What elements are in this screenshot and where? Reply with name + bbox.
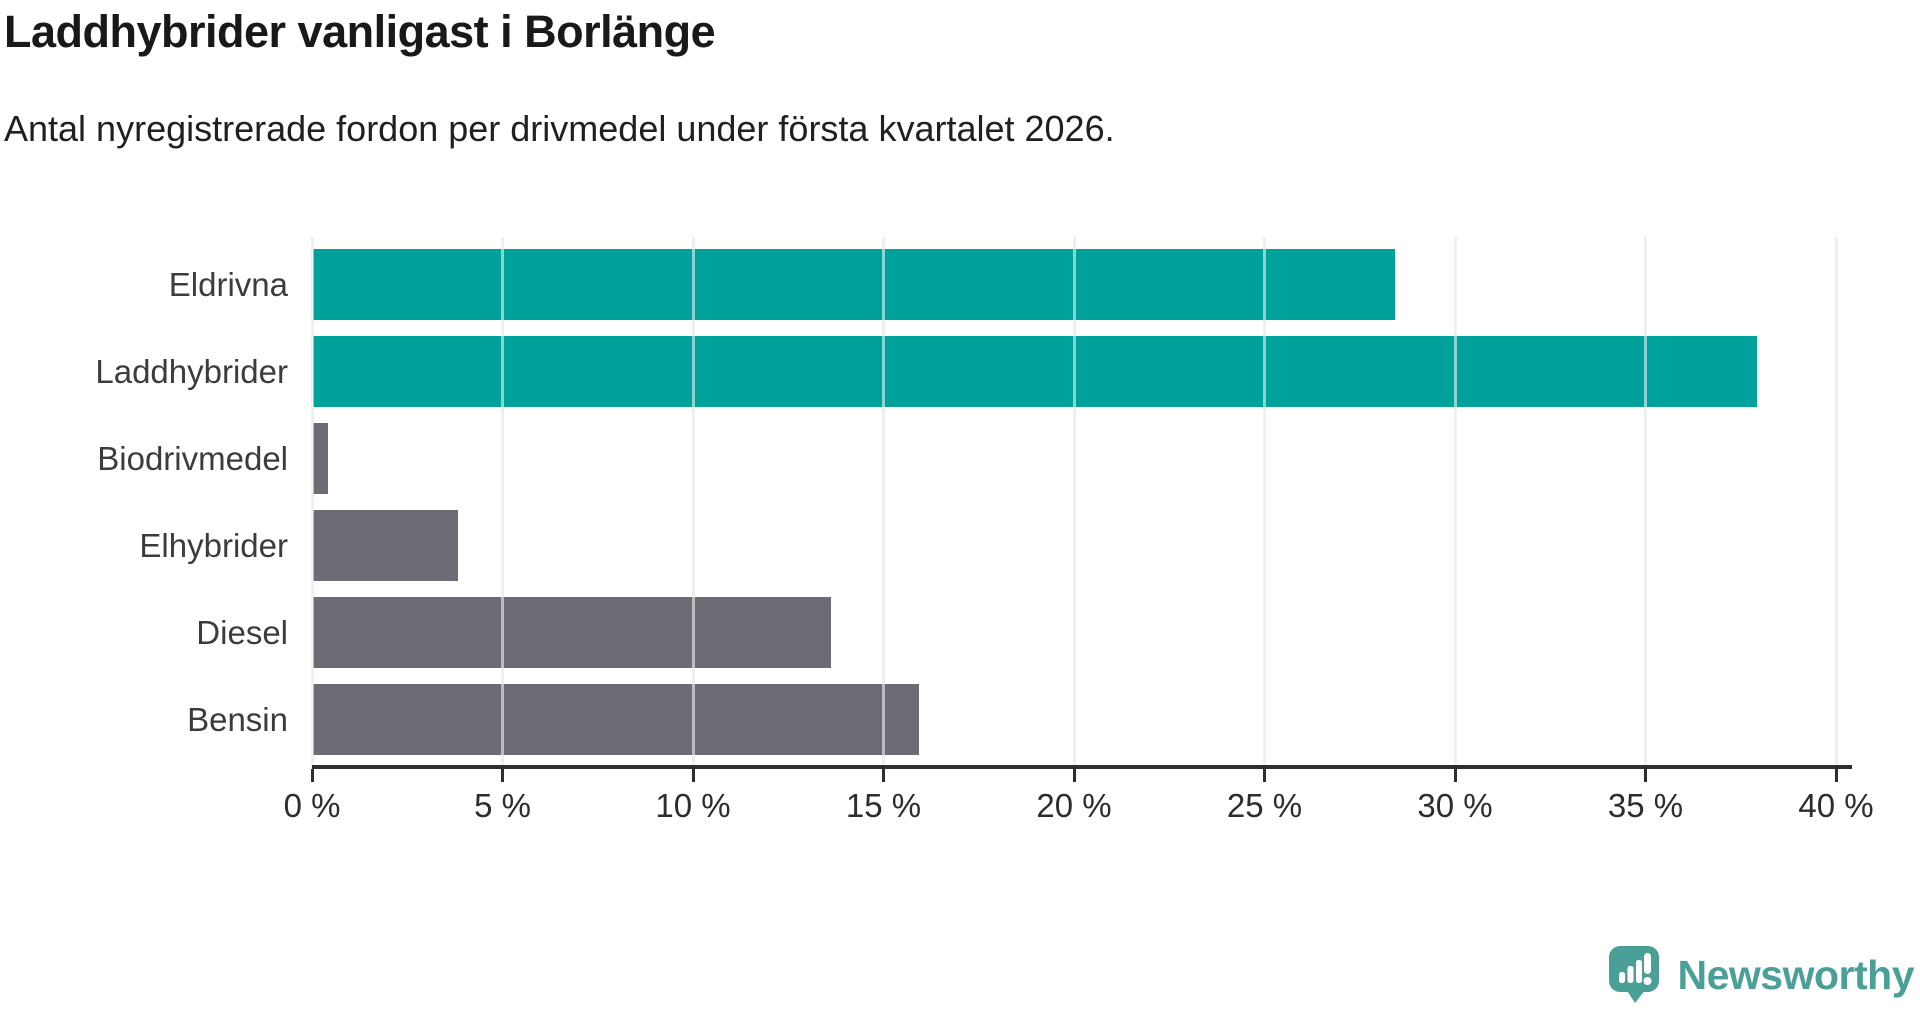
- category-label: Diesel: [196, 613, 288, 651]
- gridline-overlay: [882, 237, 885, 767]
- x-axis-tick: [1453, 769, 1457, 782]
- x-axis-tick: [882, 769, 885, 782]
- category-labels: Eldrivna Laddhybrider Biodrivmedel Elhybrid…: [0, 237, 288, 767]
- x-tick-label: 40 %: [1798, 787, 1874, 824]
- category-label: Elhybrider: [139, 526, 288, 564]
- gridline-overlay: [310, 237, 314, 767]
- x-tick-label: 20 %: [1036, 787, 1112, 824]
- category-label: Eldrivna: [168, 265, 288, 303]
- x-axis-tick: [691, 769, 695, 782]
- x-tick-label: 35 %: [1607, 787, 1684, 824]
- category-label: Laddhybrider: [95, 352, 288, 390]
- gridline-overlay: [1834, 237, 1838, 767]
- gridline-overlay: [501, 237, 504, 767]
- x-axis-tick: [1644, 769, 1647, 782]
- bar-biodrivmedel: [313, 423, 329, 494]
- brand-name: Newsworthy: [1677, 951, 1915, 998]
- x-axis-tick: [1834, 769, 1838, 782]
- newsworthy-logo-icon: [1608, 946, 1659, 1003]
- x-tick-label: 25 %: [1226, 787, 1303, 824]
- x-tick-label: 0 %: [283, 787, 341, 824]
- x-tick-label: 15 %: [845, 787, 922, 824]
- gridline-overlay: [1263, 237, 1266, 767]
- category-label: Biodrivmedel: [97, 439, 288, 477]
- x-tick-label: 10 %: [655, 787, 731, 824]
- bar-bensin: [313, 684, 919, 755]
- bar-laddhybrider: [313, 336, 1757, 407]
- gridline-overlay: [1453, 237, 1457, 767]
- bar-diesel: [313, 597, 832, 668]
- x-axis-tick: [1263, 769, 1266, 782]
- x-axis-tick: [1072, 769, 1076, 782]
- chart-title: Laddhybrider vanligast i Borlänge: [4, 6, 716, 57]
- gridline-overlay: [1644, 237, 1647, 767]
- x-axis-tick: [310, 769, 314, 782]
- bar-eldrivna: [313, 249, 1396, 320]
- gridline-overlay: [691, 237, 695, 767]
- plot-area: 0 % 5 % 10 % 15 % 20 % 25 % 30 % 35 % 40 %: [284, 237, 1874, 824]
- x-tick-label: 30 %: [1417, 787, 1493, 824]
- x-axis-tick: [501, 769, 504, 782]
- brand-footer: Newsworthy: [1608, 946, 1915, 1004]
- x-tick-label: 5 %: [474, 787, 531, 824]
- bar-elhybrider: [313, 510, 458, 581]
- chart-subtitle: Antal nyregistrerade fordon per drivmede…: [4, 108, 1115, 149]
- gridline-overlay: [1072, 237, 1076, 767]
- category-label: Bensin: [187, 700, 288, 738]
- x-axis-line: [312, 765, 1852, 769]
